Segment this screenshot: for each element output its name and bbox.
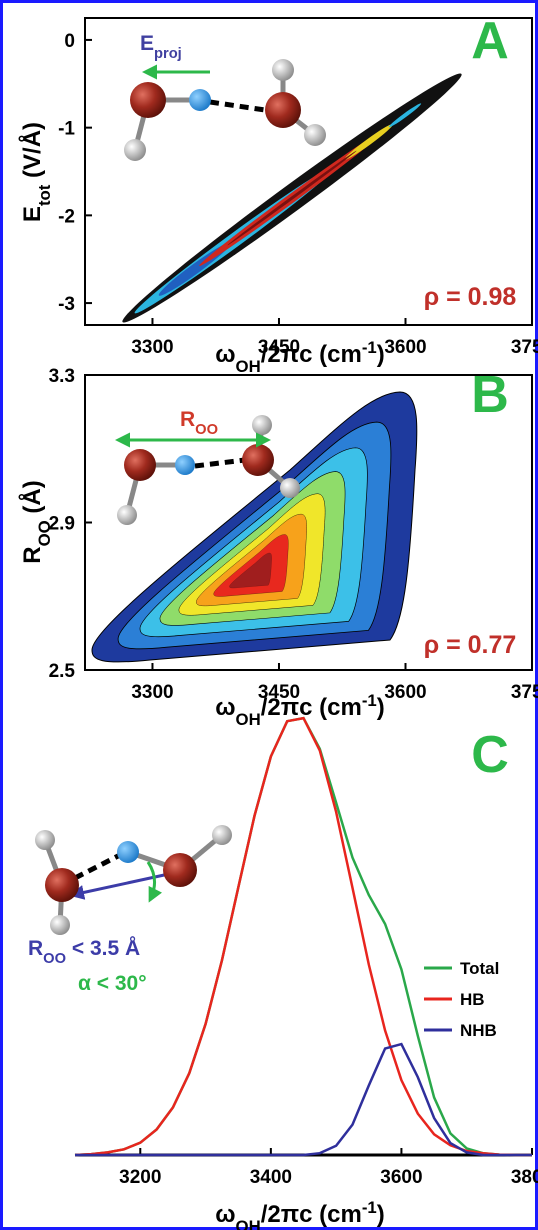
x-axis-label-part: ) [377, 694, 385, 721]
y-axis-label-part: R [19, 546, 46, 563]
x-tick-label: 3400 [250, 1167, 292, 1188]
y-tick-label: 0 [64, 31, 75, 52]
y-axis-label-part: tot [35, 184, 54, 206]
annotation: α < 30° [78, 972, 147, 995]
x-axis-label-part: ω [215, 341, 235, 368]
correlation-annotation: ρ = 0.77 [424, 631, 517, 659]
y-tick-label: 2.5 [49, 661, 76, 682]
inset-label-part: R [180, 408, 195, 431]
x-tick-label: 3600 [380, 1167, 422, 1188]
inset-label-part: OO [195, 422, 218, 438]
x-tick-label: 3600 [384, 682, 426, 703]
x-axis-label-part: /2πc (cm [261, 1201, 362, 1228]
y-axis-label-part: (Å) [18, 480, 46, 520]
y-axis-label-part: E [19, 206, 46, 222]
legend-label: NHB [460, 1021, 497, 1040]
y-tick-label: -2 [58, 206, 75, 227]
correlation-annotation: ρ = 0.98 [424, 283, 517, 311]
x-axis-label-part: /2πc (cm [261, 694, 362, 721]
inset-label-part: E [140, 32, 154, 55]
annotation-part: OO [43, 951, 66, 967]
x-axis-label-part: ω [215, 1201, 235, 1228]
inset-label-part: proj [154, 46, 182, 62]
annotation-part: < 3.5 Å [66, 936, 140, 960]
y-tick-label: -3 [58, 294, 75, 315]
x-axis-label-part: OH [236, 357, 261, 376]
y-axis-label-part: (V/Å) [18, 122, 46, 185]
annotation-part: α < 30° [78, 972, 147, 995]
x-axis-label-part: ) [377, 341, 385, 368]
x-tick-label: 3200 [119, 1167, 161, 1188]
legend-label: Total [460, 959, 499, 978]
x-tick-label: 3600 [384, 337, 426, 358]
annotation-part: R [28, 937, 43, 960]
x-axis-label-part: ω [215, 694, 235, 721]
x-axis-label-part: OH [236, 1217, 261, 1230]
panel-letter: C [471, 726, 509, 784]
x-tick-label: 3800 [511, 1167, 538, 1188]
panel-letter: B [471, 366, 509, 424]
x-tick-label: 3300 [131, 682, 173, 703]
panel-letter: A [471, 12, 509, 70]
x-axis-label-part: /2πc (cm [261, 341, 362, 368]
y-axis-label-part: OO [35, 520, 54, 546]
figure: 33003450360037500-1-2-3ωOH/2πc (cm-1)Eto… [0, 0, 538, 1230]
x-axis-label-part: OH [236, 710, 261, 729]
legend-label: HB [460, 990, 485, 1009]
y-tick-label: -1 [58, 119, 75, 140]
x-tick-label: 3300 [131, 337, 173, 358]
y-tick-label: 3.3 [49, 366, 75, 387]
x-axis-label-part: -1 [362, 691, 377, 710]
x-axis-label-part: ) [377, 1201, 385, 1228]
x-axis-label-part: -1 [362, 338, 377, 357]
x-axis-label-part: -1 [362, 1198, 377, 1217]
